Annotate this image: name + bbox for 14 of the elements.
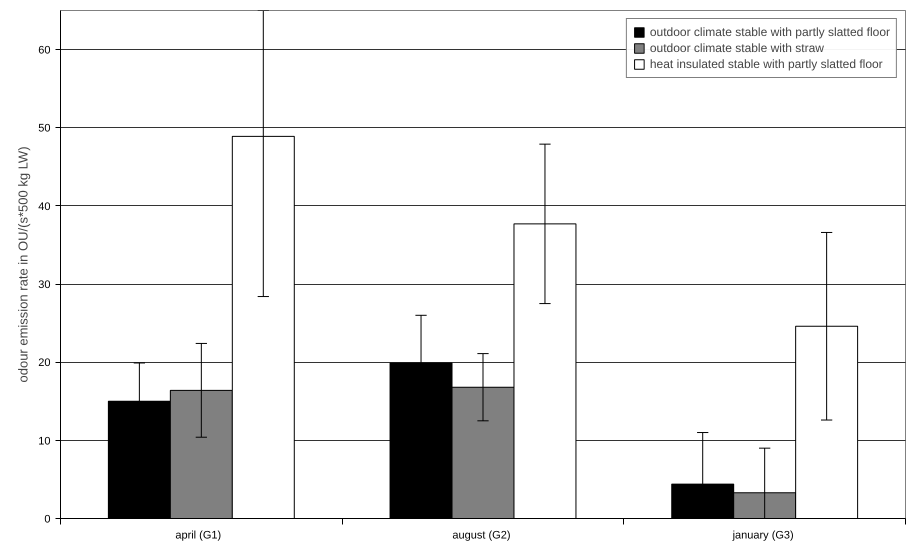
y-tick-label: 20 xyxy=(38,357,51,370)
legend-label: outdoor climate stable with straw xyxy=(650,41,824,55)
y-tick-label: 10 xyxy=(38,435,51,448)
y-tick-label: 60 xyxy=(38,44,51,57)
x-tick-label: january (G3) xyxy=(732,530,794,542)
legend-label: heat insulated stable with partly slatted floor xyxy=(650,57,883,71)
legend-label: outdoor climate stable with partly slatted floor xyxy=(650,25,890,39)
y-tick-label: 0 xyxy=(44,514,51,526)
y-tick-label: 30 xyxy=(38,279,51,292)
x-tick-label: april (G1) xyxy=(175,530,222,542)
y-axis-title: odour emission rate in OU/(s*500 kg LW) xyxy=(15,146,30,383)
y-tick-label: 40 xyxy=(38,200,51,213)
y-tick-label: 50 xyxy=(38,122,51,135)
x-tick-label: august (G2) xyxy=(452,530,511,542)
